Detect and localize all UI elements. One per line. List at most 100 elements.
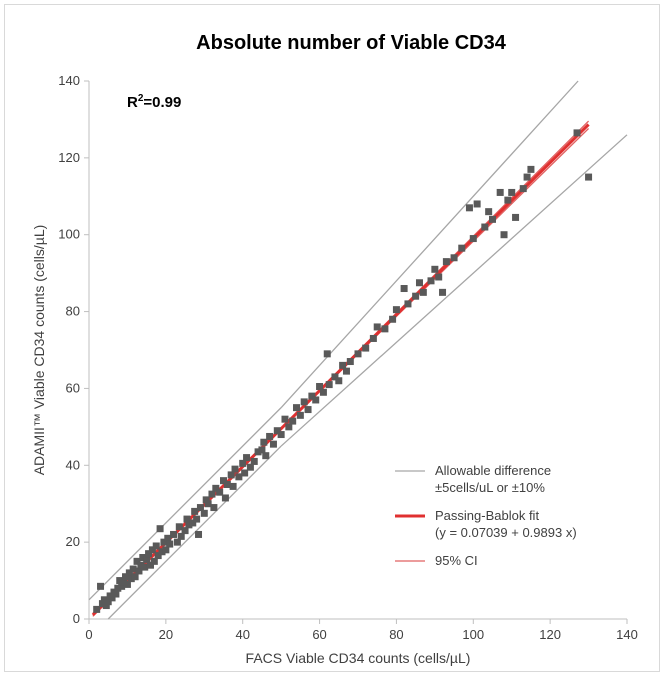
data-point	[227, 471, 235, 479]
data-point	[102, 602, 110, 610]
data-point	[112, 590, 120, 598]
data-point	[339, 361, 347, 369]
data-point	[154, 552, 162, 560]
data-point	[100, 596, 108, 604]
data-point	[202, 496, 210, 504]
data-point	[139, 554, 147, 562]
data-point	[133, 557, 141, 565]
data-point	[108, 594, 116, 602]
y-ticks: 0 20 40 60 80 100 120 140	[58, 73, 89, 626]
data-point	[465, 204, 473, 212]
data-point	[164, 534, 172, 542]
legend-sublabel-allowable: ±5cells/uL or ±10%	[435, 480, 545, 495]
data-point	[512, 213, 520, 221]
data-point	[221, 494, 229, 502]
data-point	[277, 431, 285, 439]
data-point	[381, 325, 389, 333]
data-point	[473, 200, 481, 208]
data-point	[469, 235, 477, 243]
x-ticks: 0 20 40 60 80 100 120 140	[85, 619, 638, 642]
data-point	[415, 279, 423, 287]
legend-sublabel-fit: (y = 0.07039 + 0.9893 x)	[435, 525, 577, 540]
data-point	[131, 573, 139, 581]
data-point	[104, 598, 112, 606]
allowable-line-lower-abs	[107, 445, 282, 620]
y-tick-label: 60	[66, 380, 80, 395]
data-point	[404, 300, 412, 308]
data-point	[212, 484, 220, 492]
data-point	[585, 173, 593, 181]
data-point	[427, 277, 435, 285]
data-point	[152, 542, 160, 550]
data-point	[400, 285, 408, 293]
data-point	[519, 185, 527, 193]
data-point	[369, 334, 377, 342]
data-point	[181, 527, 189, 535]
data-point	[285, 423, 293, 431]
y-tick-label: 140	[58, 73, 80, 88]
data-point	[158, 548, 166, 556]
legend-label-fit: Passing-Bablok fit	[435, 508, 539, 523]
data-point	[300, 398, 308, 406]
data-point	[312, 396, 320, 404]
data-point	[162, 546, 170, 554]
data-point	[156, 525, 164, 533]
data-point	[93, 605, 101, 613]
data-point	[196, 504, 204, 512]
data-point	[173, 538, 181, 546]
data-point	[308, 392, 316, 400]
data-point	[296, 411, 304, 419]
r2-superscript: 2	[138, 93, 144, 104]
data-point	[500, 231, 508, 239]
data-point	[204, 500, 212, 508]
data-point	[442, 258, 450, 266]
data-point	[97, 582, 105, 590]
data-point	[331, 373, 339, 381]
data-point	[262, 452, 270, 460]
allowable-line-upper-abs	[88, 407, 282, 601]
data-point	[273, 427, 281, 435]
data-point	[304, 406, 312, 414]
y-tick-label: 80	[66, 304, 80, 319]
r-squared-annotation: R2=0.99	[127, 93, 181, 111]
data-point	[319, 388, 327, 396]
data-point	[373, 323, 381, 331]
data-point	[504, 196, 512, 204]
data-point	[392, 306, 400, 314]
data-point	[419, 288, 427, 296]
data-point	[216, 488, 224, 496]
data-point	[137, 561, 145, 569]
data-points	[93, 129, 593, 613]
data-point	[183, 515, 191, 523]
data-point	[146, 561, 154, 569]
data-point	[260, 438, 268, 446]
x-tick-label: 60	[312, 627, 326, 642]
data-point	[289, 417, 297, 425]
data-point	[118, 582, 126, 590]
data-point	[98, 600, 106, 608]
allowable-lines	[88, 80, 628, 620]
data-point	[325, 381, 333, 389]
data-point	[458, 244, 466, 252]
legend: Allowable difference ±5cells/uL or ±10% Pa…	[395, 463, 577, 568]
y-axis-title: ADAMII™ Viable CD34 counts (cells/µL)	[31, 225, 47, 476]
data-point	[258, 446, 266, 454]
data-point	[141, 563, 149, 571]
data-point	[266, 432, 274, 440]
r2-value: =0.99	[143, 94, 181, 111]
data-point	[293, 404, 301, 412]
data-point	[195, 530, 203, 538]
data-point	[210, 504, 218, 512]
data-point	[120, 578, 128, 586]
scatter-chart: Absolute number of Viable CD34 0 20 40 60 80…	[31, 32, 638, 666]
data-point	[431, 265, 439, 273]
data-point	[362, 344, 370, 352]
x-tick-label: 120	[539, 627, 561, 642]
data-point	[123, 580, 131, 588]
data-point	[389, 315, 397, 323]
y-tick-label: 100	[58, 227, 80, 242]
x-tick-label: 140	[616, 627, 638, 642]
data-point	[135, 567, 143, 575]
data-point	[239, 459, 247, 467]
data-point	[254, 448, 262, 456]
